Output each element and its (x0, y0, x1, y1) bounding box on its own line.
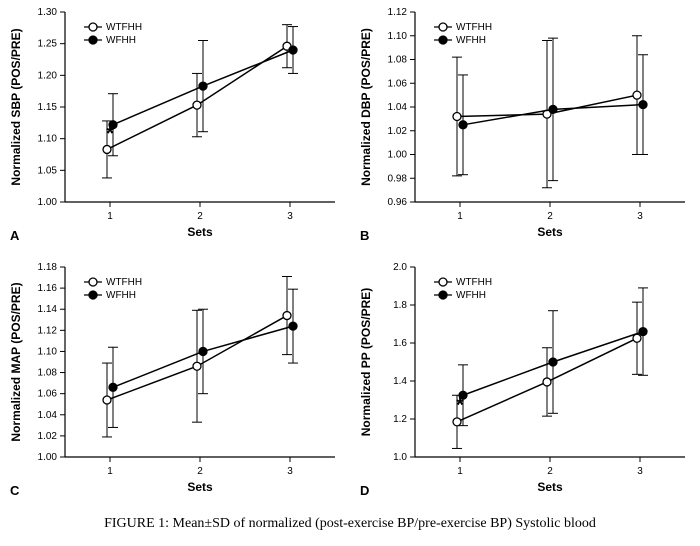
svg-text:1.4: 1.4 (393, 376, 407, 387)
svg-text:1.06: 1.06 (388, 78, 408, 89)
svg-text:1.30: 1.30 (38, 7, 58, 18)
svg-text:3: 3 (287, 211, 293, 222)
svg-text:Sets: Sets (187, 225, 213, 239)
svg-text:D: D (360, 483, 369, 498)
svg-text:1.06: 1.06 (38, 389, 58, 400)
caption-text: FIGURE 1: Mean±SD of normalized (post-ex… (104, 516, 596, 531)
svg-text:1.10: 1.10 (388, 31, 408, 42)
svg-text:B: B (360, 228, 369, 243)
panel-c: 1.00 1.02 1.04 1.06 1.08 1.10 1.12 1.14 1.16 1.18… (0, 255, 350, 510)
svg-text:Normalized PP (POS/PRE): Normalized PP (POS/PRE) (359, 288, 373, 436)
svg-text:1.16: 1.16 (38, 283, 58, 294)
svg-text:WFHH: WFHH (456, 290, 486, 301)
svg-text:1.14: 1.14 (38, 304, 58, 315)
svg-text:1.05: 1.05 (38, 165, 58, 176)
svg-text:2: 2 (547, 466, 553, 477)
svg-text:1.2: 1.2 (393, 414, 407, 425)
svg-text:1.18: 1.18 (38, 262, 58, 273)
svg-text:1.15: 1.15 (38, 102, 58, 113)
svg-text:1.6: 1.6 (393, 338, 407, 349)
svg-text:Normalized DBP (POS/PRE): Normalized DBP (POS/PRE) (359, 28, 373, 186)
panel-b: 0.96 0.98 1.00 1.02 1.04 1.06 1.08 1.10 1.12 1 2 3 S… (350, 0, 700, 255)
svg-text:Sets: Sets (537, 480, 563, 494)
svg-text:0.98: 0.98 (388, 173, 408, 184)
svg-text:1: 1 (107, 211, 113, 222)
figure-caption: FIGURE 1: Mean±SD of normalized (post-ex… (0, 516, 700, 546)
svg-text:1: 1 (107, 466, 113, 477)
figure: { "caption": "FIGURE 1: Mean±SD of norma… (0, 0, 700, 546)
svg-text:WTFHH: WTFHH (106, 277, 142, 288)
svg-text:1.08: 1.08 (388, 55, 408, 66)
svg-text:2: 2 (547, 211, 553, 222)
svg-text:WFHH: WFHH (106, 35, 136, 46)
svg-text:3: 3 (287, 466, 293, 477)
svg-text:1.02: 1.02 (388, 126, 408, 137)
svg-text:1.20: 1.20 (38, 70, 58, 81)
svg-text:WTFHH: WTFHH (456, 277, 492, 288)
svg-text:1.10: 1.10 (38, 134, 58, 145)
svg-text:Normalized SBP (POS/PRE): Normalized SBP (POS/PRE) (9, 28, 23, 185)
svg-text:3: 3 (637, 466, 643, 477)
svg-text:1.02: 1.02 (38, 431, 58, 442)
svg-text:C: C (10, 483, 20, 498)
svg-text:1.00: 1.00 (38, 197, 58, 208)
panel-d: 1.0 1.2 1.4 1.6 1.8 2.0 1 2 3 Sets Normalized PP (… (350, 255, 700, 510)
svg-text:2: 2 (197, 211, 203, 222)
svg-text:A: A (10, 228, 20, 243)
svg-text:2: 2 (197, 466, 203, 477)
svg-text:1: 1 (457, 211, 463, 222)
svg-text:WTFHH: WTFHH (106, 22, 142, 33)
svg-text:0.96: 0.96 (388, 197, 408, 208)
svg-text:3: 3 (637, 211, 643, 222)
svg-text:1.08: 1.08 (38, 368, 58, 379)
svg-text:WFHH: WFHH (106, 290, 136, 301)
svg-text:1.04: 1.04 (38, 410, 58, 421)
svg-text:Sets: Sets (187, 480, 213, 494)
svg-text:WTFHH: WTFHH (456, 22, 492, 33)
svg-text:1: 1 (457, 466, 463, 477)
svg-text:*: * (106, 123, 114, 145)
panel-a: 1.00 1.05 1.10 1.15 1.20 1.25 1.30 1 2 3 Sets Norma… (0, 0, 350, 255)
svg-text:*: * (456, 394, 464, 416)
svg-text:1.12: 1.12 (38, 325, 58, 336)
svg-text:1.12: 1.12 (388, 7, 408, 18)
svg-text:1.10: 1.10 (38, 346, 58, 357)
svg-text:2.0: 2.0 (393, 262, 407, 273)
svg-text:Sets: Sets (537, 225, 563, 239)
svg-text:WFHH: WFHH (456, 35, 486, 46)
svg-text:1.04: 1.04 (388, 102, 408, 113)
svg-text:1.00: 1.00 (388, 150, 408, 161)
panel-grid: 1.00 1.05 1.10 1.15 1.20 1.25 1.30 1 2 3 Sets Norma… (0, 0, 700, 510)
svg-text:1.25: 1.25 (38, 39, 58, 50)
svg-text:1.8: 1.8 (393, 300, 407, 311)
svg-text:Normalized MAP (POS/PRE): Normalized MAP (POS/PRE) (9, 282, 23, 441)
svg-text:1.0: 1.0 (393, 452, 407, 463)
svg-text:1.00: 1.00 (38, 452, 58, 463)
